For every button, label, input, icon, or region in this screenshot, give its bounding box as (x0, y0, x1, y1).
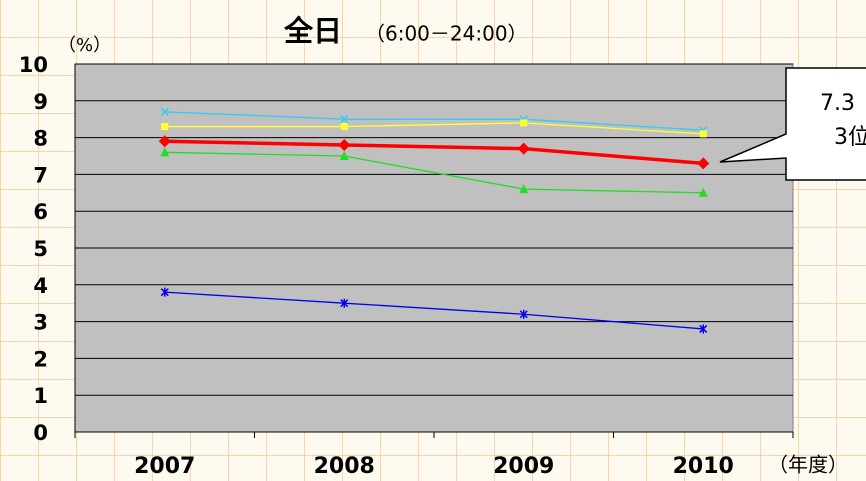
point (698, 187, 708, 197)
marker (161, 123, 169, 131)
marker (339, 151, 349, 160)
marker (158, 135, 171, 148)
series-line (164, 111, 704, 131)
y-tick-label: 4 (33, 274, 48, 298)
y-unit-label: （%） (58, 35, 111, 56)
marker (519, 184, 529, 194)
point (519, 309, 528, 319)
marker (340, 123, 348, 131)
marker (338, 138, 351, 151)
point (517, 142, 530, 155)
y-tick-label: 5 (33, 237, 48, 261)
y-tick-label: 1 (33, 384, 48, 408)
series-line (164, 122, 704, 135)
x-tick-label: 2007 (134, 454, 195, 479)
point (520, 119, 528, 127)
point (160, 287, 169, 297)
marker (517, 142, 530, 155)
callout (719, 67, 866, 181)
marker (699, 324, 708, 334)
point (699, 324, 708, 334)
marker (697, 157, 710, 170)
point (519, 184, 529, 194)
y-tick-label: 0 (33, 421, 48, 445)
x-tick-label: 2008 (314, 454, 375, 479)
marker (160, 287, 169, 297)
marker (698, 187, 708, 197)
marker (160, 107, 169, 116)
point (340, 298, 349, 308)
point (161, 123, 169, 131)
point (340, 115, 349, 124)
point (699, 130, 707, 138)
point (339, 151, 349, 160)
marker (699, 130, 707, 138)
point (338, 138, 351, 151)
callout-text: 3位 (834, 125, 866, 150)
callout-text: 7.3 (820, 91, 855, 116)
series-line (164, 139, 704, 166)
series-line (164, 151, 704, 194)
x-tick-label: 2010 (673, 454, 734, 479)
chart-title: 全日 (283, 14, 342, 48)
chart-subtitle: （6:00－24:00） (365, 22, 528, 46)
point (697, 157, 710, 170)
point (160, 107, 169, 116)
x-unit-label: （年度） (768, 453, 848, 477)
marker (519, 309, 528, 319)
y-tick-label: 2 (33, 347, 48, 371)
point (160, 147, 170, 157)
marker (340, 298, 349, 308)
y-tick-label: 7 (33, 163, 48, 187)
marker (340, 115, 349, 124)
series-line (164, 291, 704, 330)
point (340, 123, 348, 131)
point (158, 135, 171, 148)
marker (520, 119, 528, 127)
y-tick-label: 6 (33, 200, 48, 224)
marker (160, 147, 170, 157)
y-tick-label: 10 (19, 53, 48, 77)
y-tick-label: 9 (33, 90, 48, 114)
x-tick-label: 2009 (493, 454, 554, 479)
y-tick-label: 8 (33, 127, 48, 151)
y-tick-label: 3 (33, 311, 48, 335)
